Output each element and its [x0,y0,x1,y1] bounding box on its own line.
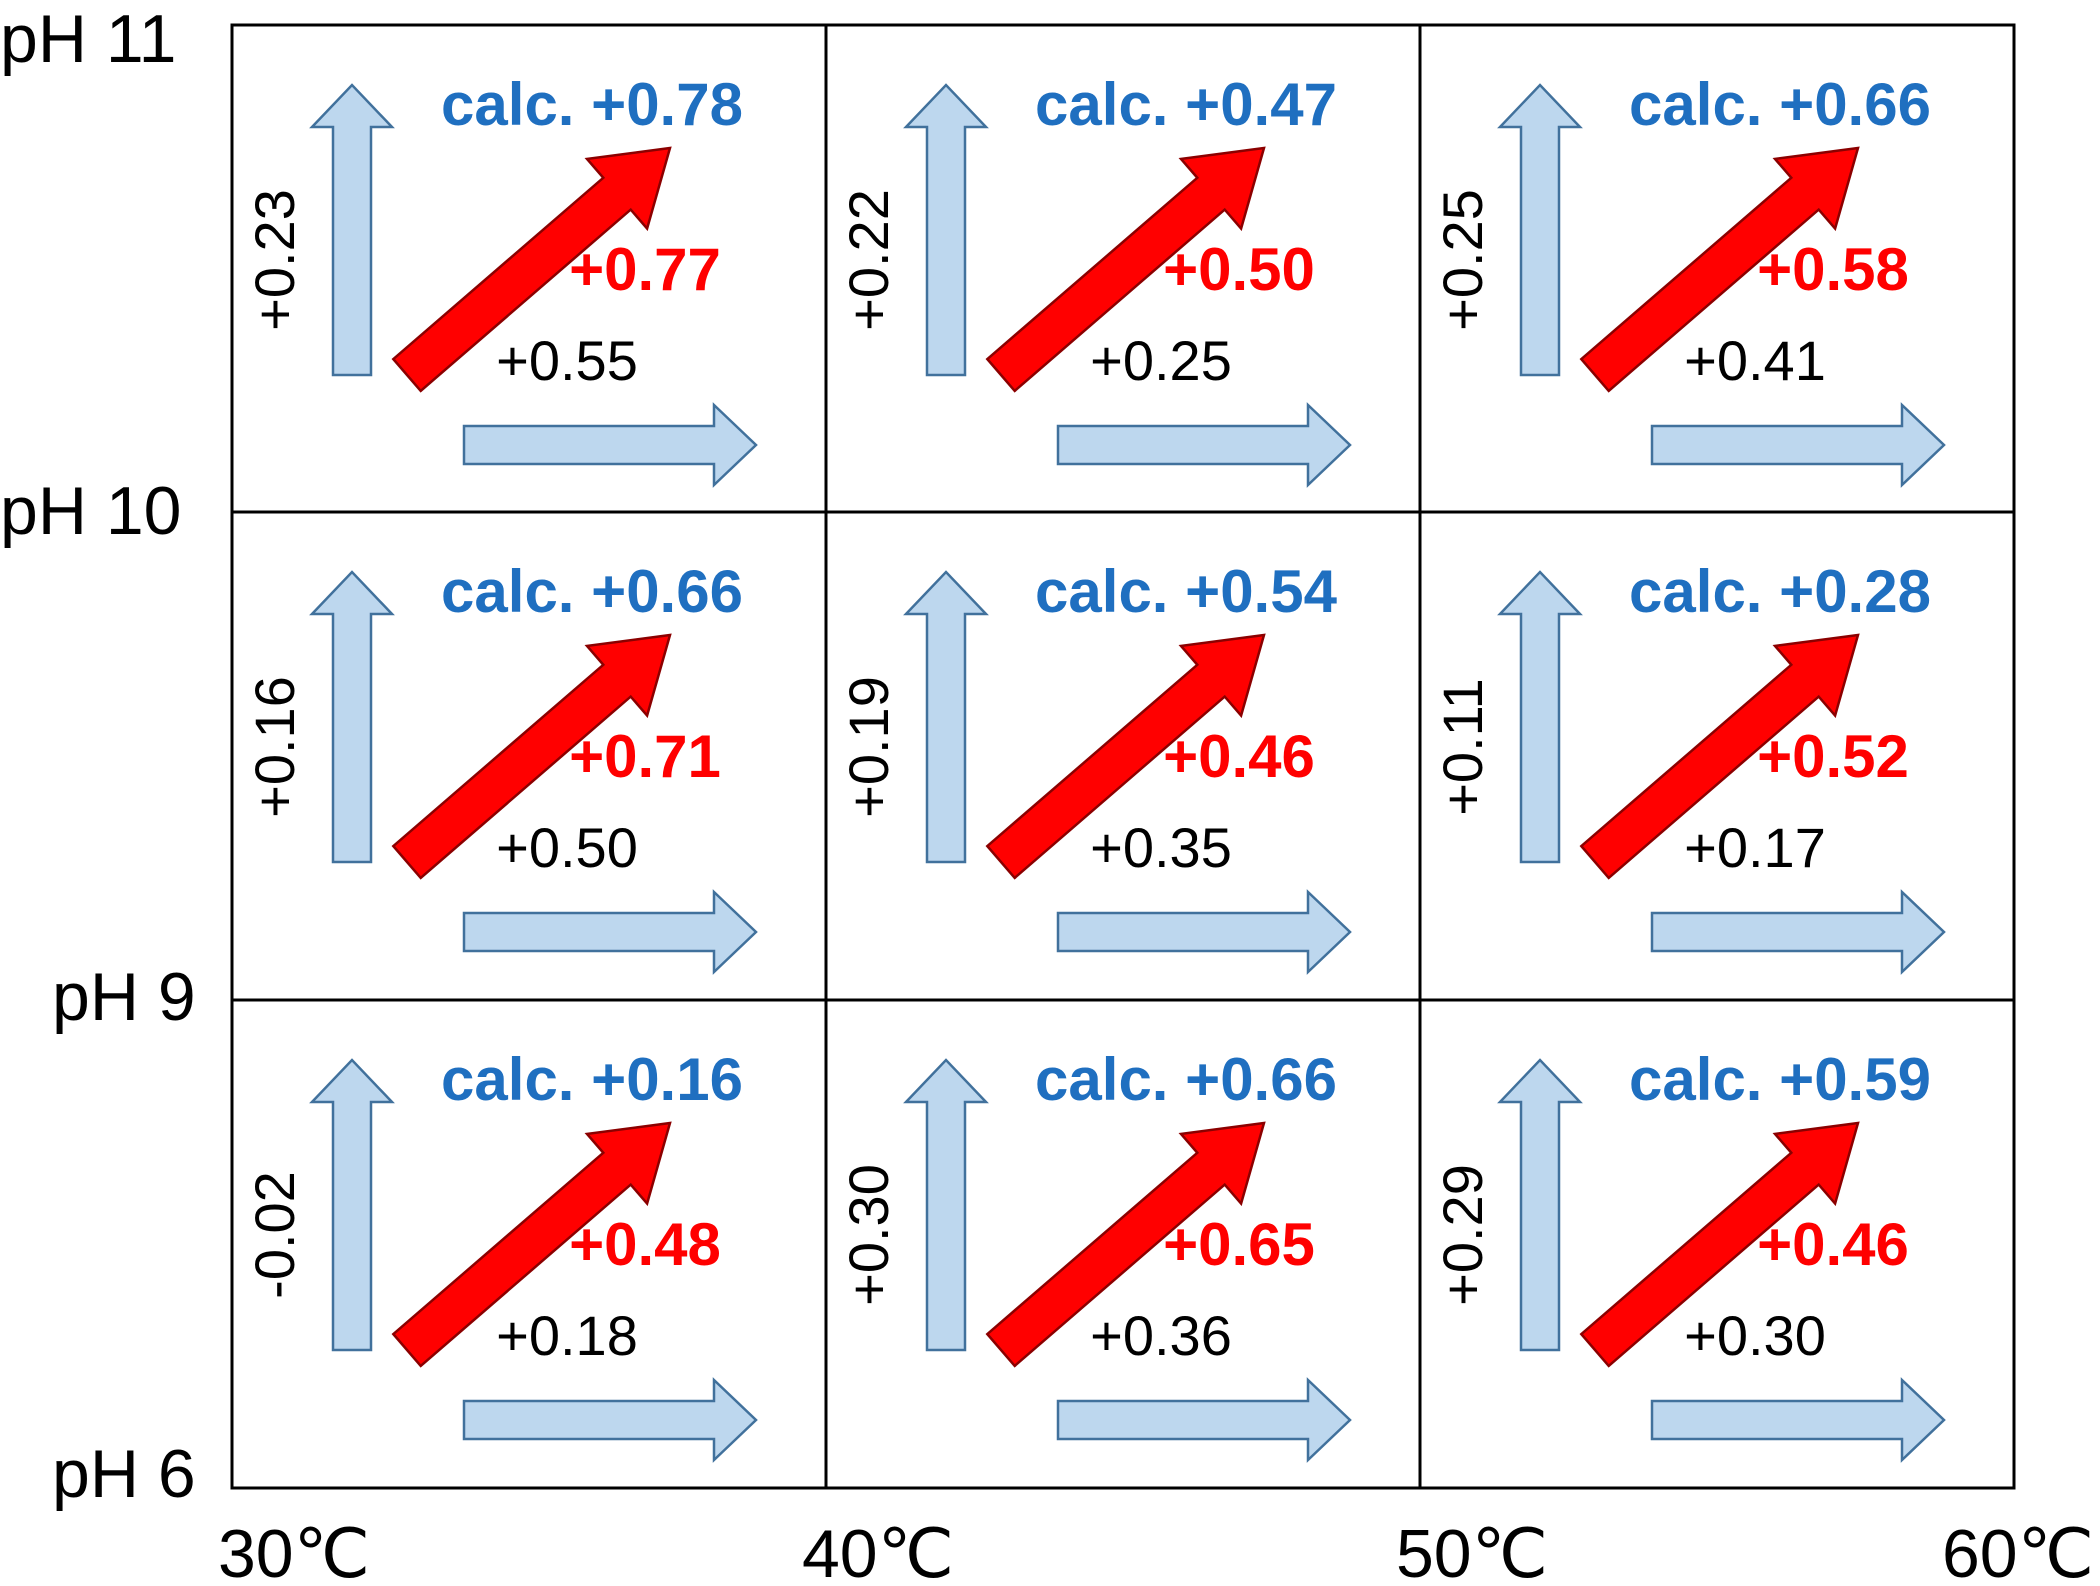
combined-effect-arrow [985,1121,1266,1368]
ph-effect-value: +0.29 [1431,1164,1494,1306]
combined-value: +0.50 [1163,236,1315,303]
combined-value: +0.71 [569,723,721,790]
temp-effect-value: +0.25 [1090,329,1232,392]
col-label-30c: 30℃ [218,1516,370,1586]
calc-value: calc. +0.78 [441,71,743,138]
ph-effect-arrow [903,1058,989,1352]
ph-effect-arrow [309,83,395,377]
temp-effect-value: +0.36 [1090,1304,1232,1367]
temp-effect-arrow [1650,889,1946,975]
temp-effect-arrow [462,402,758,488]
grid-frame [230,23,2016,1490]
calc-value: calc. +0.66 [1629,71,1931,138]
calc-value: calc. +0.28 [1629,558,1931,625]
temp-effect-value: +0.30 [1684,1304,1826,1367]
cell-r0-c1: calc. +0.47 +0.50 +0.25 +0.22 [837,71,1352,488]
combined-value: +0.46 [1757,1211,1909,1278]
ph-effect-value: +0.11 [1431,678,1494,816]
combined-value: +0.48 [569,1211,721,1278]
calc-value: calc. +0.66 [441,558,743,625]
temp-effect-value: +0.35 [1090,816,1232,879]
temp-effect-arrow [1056,402,1352,488]
combined-value: +0.52 [1757,723,1909,790]
ph-effect-value: +0.16 [243,676,306,818]
cell-r2-c2: calc. +0.59 +0.46 +0.30 +0.29 [1431,1046,1946,1463]
ph-effect-value: +0.25 [1431,189,1494,331]
combined-value: +0.58 [1757,236,1909,303]
calc-value: calc. +0.54 [1035,558,1338,625]
combined-effect-arrow [1579,633,1860,880]
row-label-ph11: pH 11 [0,1,176,77]
calc-value: calc. +0.47 [1035,71,1337,138]
col-label-50c: 50℃ [1396,1516,1548,1586]
temp-effect-arrow [462,889,758,975]
ph-effect-arrow [309,1058,395,1352]
combined-effect-arrow [985,633,1266,880]
cell-r0-c0: calc. +0.78 +0.77 +0.55 +0.23 [243,71,758,488]
row-label-ph10: pH 10 [0,473,181,549]
cell-r0-c2: calc. +0.66 +0.58 +0.41 +0.25 [1431,71,1946,488]
combined-effect-arrow [985,146,1266,393]
cell-r2-c0: calc. +0.16 +0.48 +0.18 -0.02 [243,1046,758,1463]
combined-effect-arrow [1579,146,1860,393]
cell-r1-c0: calc. +0.66 +0.71 +0.50 +0.16 [243,558,758,975]
col-label-40c: 40℃ [802,1516,954,1586]
ph-effect-value: -0.02 [243,1171,306,1299]
ph-effect-arrow [309,570,395,864]
calc-value: calc. +0.66 [1035,1046,1337,1113]
combined-effect-arrow [1579,1121,1860,1368]
ph-effect-arrow [1497,83,1583,377]
combined-value: +0.46 [1163,723,1315,790]
combined-effect-arrow [391,146,672,393]
ph-effect-value: +0.23 [243,189,306,331]
combined-value: +0.77 [569,236,721,303]
calc-value: calc. +0.16 [441,1046,743,1113]
calc-value: calc. +0.59 [1629,1046,1931,1113]
cell-r1-c2: calc. +0.28 +0.52 +0.17 +0.11 [1431,558,1946,975]
temp-effect-arrow [1056,1377,1352,1463]
ph-effect-value: +0.19 [837,676,900,818]
row-label-ph6: pH 6 [52,1436,196,1512]
ph-effect-arrow [903,83,989,377]
temp-effect-value: +0.41 [1684,329,1826,392]
cell-r1-c1: calc. +0.54 +0.46 +0.35 +0.19 [837,558,1352,975]
combined-value: +0.65 [1163,1211,1315,1278]
ph-effect-arrow [1497,1058,1583,1352]
ph-effect-value: +0.30 [837,1164,900,1306]
temp-effect-arrow [1056,889,1352,975]
temp-effect-arrow [1650,1377,1946,1463]
ph-effect-value: +0.22 [837,189,900,331]
combined-effect-arrow [391,633,672,880]
temp-effect-value: +0.18 [496,1304,638,1367]
temp-effect-arrow [1650,402,1946,488]
ph-effect-arrow [1497,570,1583,864]
col-label-60c: 60℃ [1942,1516,2094,1586]
ph-effect-arrow [903,570,989,864]
temp-effect-value: +0.55 [496,329,638,392]
temp-effect-value: +0.50 [496,816,638,879]
temp-effect-value: +0.17 [1684,816,1826,879]
temp-effect-arrow [462,1377,758,1463]
combined-effect-arrow [391,1121,672,1368]
cell-r2-c1: calc. +0.66 +0.65 +0.36 +0.30 [837,1046,1352,1463]
row-label-ph9: pH 9 [52,959,196,1035]
